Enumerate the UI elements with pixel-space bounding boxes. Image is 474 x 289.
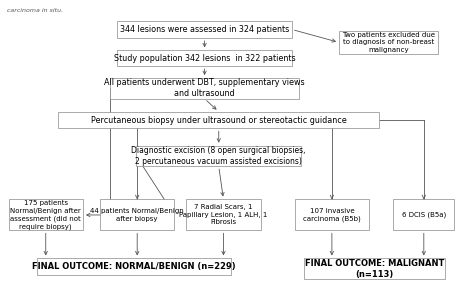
Text: 175 patients
Normal/Benign after
assessment (did not
require biopsy): 175 patients Normal/Benign after assessm… bbox=[10, 200, 81, 230]
FancyBboxPatch shape bbox=[118, 21, 292, 38]
Text: carcinoma in situ.: carcinoma in situ. bbox=[7, 8, 63, 13]
FancyBboxPatch shape bbox=[136, 146, 301, 166]
Text: 6 DCIS (B5a): 6 DCIS (B5a) bbox=[401, 212, 446, 218]
Text: 7 Radial Scars, 1
Papillary Lesion, 1 ALH, 1
Fibrosis: 7 Radial Scars, 1 Papillary Lesion, 1 AL… bbox=[179, 204, 268, 225]
FancyBboxPatch shape bbox=[304, 258, 445, 279]
Text: FINAL OUTCOME: MALIGNANT
(n=113): FINAL OUTCOME: MALIGNANT (n=113) bbox=[305, 259, 444, 279]
Text: 344 lesions were assessed in 324 patients: 344 lesions were assessed in 324 patient… bbox=[120, 25, 289, 34]
FancyBboxPatch shape bbox=[58, 112, 379, 128]
FancyBboxPatch shape bbox=[393, 199, 455, 231]
Text: All patients underwent DBT, supplementary views
and ultrasound: All patients underwent DBT, supplementar… bbox=[104, 78, 305, 99]
FancyBboxPatch shape bbox=[118, 50, 292, 66]
Text: Two patients excluded due
to diagnosis of non-breast
malignancy: Two patients excluded due to diagnosis o… bbox=[342, 32, 435, 53]
FancyBboxPatch shape bbox=[9, 199, 83, 231]
FancyBboxPatch shape bbox=[110, 78, 299, 99]
FancyBboxPatch shape bbox=[295, 199, 369, 231]
Text: Diagnostic excision (8 open surgical biopsies,
2 percutaneous vacuum assisted ex: Diagnostic excision (8 open surgical bio… bbox=[131, 146, 306, 166]
FancyBboxPatch shape bbox=[37, 258, 230, 275]
Text: 44 patients Normal/Benign
after biopsy: 44 patients Normal/Benign after biopsy bbox=[91, 208, 184, 222]
Text: Study population 342 lesions  in 322 patients: Study population 342 lesions in 322 pati… bbox=[114, 54, 295, 63]
FancyBboxPatch shape bbox=[100, 199, 174, 231]
Text: FINAL OUTCOME: NORMAL/BENIGN (n=229): FINAL OUTCOME: NORMAL/BENIGN (n=229) bbox=[32, 262, 236, 271]
Text: 107 invasive
carcinoma (B5b): 107 invasive carcinoma (B5b) bbox=[303, 208, 361, 222]
Text: Percutaneous biopsy under ultrasound or stereotactic guidance: Percutaneous biopsy under ultrasound or … bbox=[91, 116, 346, 125]
FancyBboxPatch shape bbox=[339, 31, 438, 54]
FancyBboxPatch shape bbox=[186, 199, 261, 231]
